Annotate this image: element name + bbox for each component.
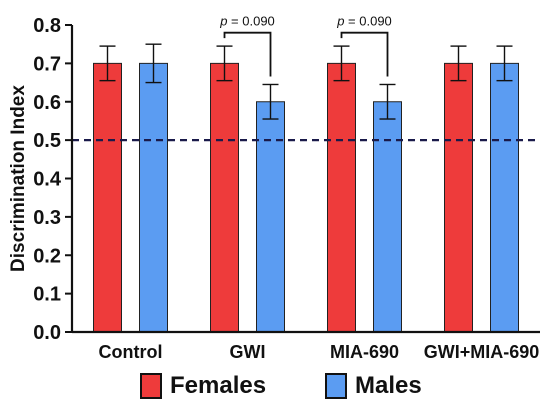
- chart-legend: Females Males: [0, 368, 550, 404]
- bar-females-control: [93, 62, 122, 333]
- y-tick-label: 0.8: [33, 15, 61, 37]
- bar-females-mia-690: [327, 62, 356, 333]
- legend-label-females: Females: [170, 372, 267, 399]
- legend-swatch-females: [140, 373, 162, 399]
- x-tick-label: MIA-690: [330, 342, 399, 362]
- significance-bracket: [223, 31, 272, 77]
- bar-males-gwi+mia-690: [490, 62, 519, 333]
- legend-label-males: Males: [355, 372, 422, 399]
- y-tick-label: 0.7: [33, 53, 61, 75]
- bar-females-gwi: [210, 62, 239, 333]
- bar-chart: Discrimination Index 0.0 0.1 0.2 0.3 0.4 0.5 0.…: [8, 14, 540, 362]
- significance-label: p = 0.090: [219, 14, 275, 29]
- y-tick-label: 0.6: [33, 92, 61, 114]
- y-tick-label: 0.3: [33, 207, 61, 229]
- bar-males-mia-690: [373, 101, 402, 333]
- legend-item-females: Females: [140, 372, 266, 400]
- y-tick-label: 0.2: [33, 245, 61, 267]
- x-tick-label: Control: [99, 342, 163, 362]
- significance-bracket: [340, 31, 389, 77]
- y-tick-label: 0.4: [33, 169, 62, 191]
- significance-label: p = 0.090: [336, 14, 392, 29]
- legend-swatch-males: [325, 373, 347, 399]
- y-tick-label: 0.0: [33, 322, 61, 344]
- bar-females-gwi+mia-690: [444, 62, 473, 333]
- y-axis-label: Discrimination Index: [8, 85, 29, 272]
- x-tick-label: GWI+MIA-690: [424, 342, 540, 362]
- bar-males-gwi: [256, 101, 285, 333]
- y-tick-label: 0.1: [33, 284, 61, 306]
- x-tick-label: GWI: [230, 342, 266, 362]
- legend-item-males: Males: [325, 372, 422, 400]
- y-tick-label: 0.5: [33, 130, 61, 152]
- bar-males-control: [139, 62, 168, 333]
